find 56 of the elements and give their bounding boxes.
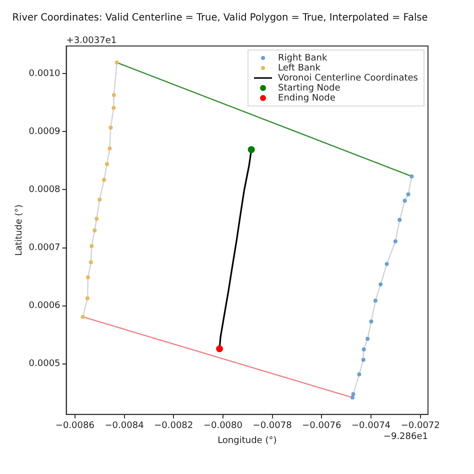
point xyxy=(108,126,113,130)
x-tick-label: −0.0076 xyxy=(302,421,342,432)
y-tick-label: 0.0006 xyxy=(28,301,61,312)
legend-label: Left Bank xyxy=(278,63,322,74)
point xyxy=(94,216,99,221)
point xyxy=(410,174,414,178)
x-tick-label: −0.0086 xyxy=(55,421,95,432)
x-tick-label: −0.0074 xyxy=(351,421,391,432)
point xyxy=(398,218,402,222)
point xyxy=(216,345,224,352)
point xyxy=(112,93,116,98)
point xyxy=(112,106,116,110)
x-tick-label: −0.0072 xyxy=(400,421,440,432)
x-tick-label: −0.0084 xyxy=(104,421,144,432)
text: −9.286e1 xyxy=(383,432,428,442)
point xyxy=(114,60,119,65)
y-tick-label: 0.0008 xyxy=(28,185,61,196)
point xyxy=(361,358,366,362)
legend-label: Right Bank xyxy=(278,53,328,64)
annotation: +3.0037e1 xyxy=(66,36,117,46)
point xyxy=(357,372,362,376)
point xyxy=(248,146,255,154)
y-tick-label: 0.0009 xyxy=(28,126,61,137)
point xyxy=(108,146,112,150)
y-tick-label: 0.0010 xyxy=(28,68,61,79)
point xyxy=(378,282,383,286)
legend-label: Ending Node xyxy=(278,93,336,104)
point xyxy=(350,396,354,400)
y-tick-label: 0.0005 xyxy=(28,359,60,370)
point xyxy=(88,260,93,264)
point xyxy=(86,296,90,300)
point xyxy=(92,228,97,232)
x-tick-label: −0.0078 xyxy=(252,421,292,432)
point xyxy=(80,314,85,319)
point xyxy=(105,162,109,166)
y-axis-title: Latitude (°) xyxy=(14,204,25,256)
point xyxy=(369,320,374,324)
point xyxy=(102,178,106,182)
point xyxy=(406,192,410,196)
point xyxy=(90,244,94,248)
point xyxy=(384,262,389,266)
x-tick-label: −0.0080 xyxy=(203,421,243,432)
point xyxy=(362,347,366,352)
point xyxy=(98,198,102,202)
point xyxy=(366,336,370,341)
point xyxy=(86,275,90,280)
point xyxy=(402,198,407,203)
legend-label: Voronoi Centerline Coordinates xyxy=(278,73,418,84)
y-tick-label: 0.0007 xyxy=(28,243,60,254)
x-tick-label: −0.0082 xyxy=(154,421,194,432)
legend-label: Starting Node xyxy=(278,83,341,94)
chart-title: River Coordinates: Valid Centerline = True, Valid Polygon = True, Interpolated = False xyxy=(12,12,428,24)
x-axis-title: Longitude (°) xyxy=(218,436,277,446)
point xyxy=(393,239,398,244)
point xyxy=(351,392,356,396)
point xyxy=(373,298,378,303)
